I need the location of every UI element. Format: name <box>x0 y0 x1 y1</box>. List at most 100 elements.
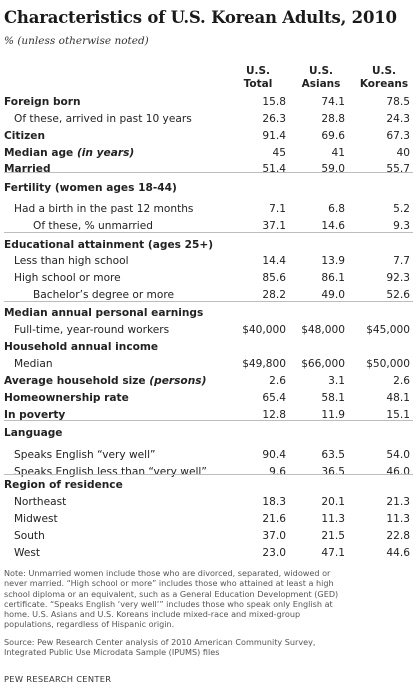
cell-value: 41 <box>331 147 345 159</box>
brand-name: PEW RESEARCH CENTER <box>4 674 112 684</box>
row-label: Married <box>4 163 51 175</box>
row-label: Educational attainment (ages 25+) <box>4 239 214 251</box>
cell-value: 2.6 <box>269 375 286 387</box>
table-row: Full-time, year-round workers $40,000 $48,… <box>0 322 419 338</box>
cell-value: 44.6 <box>386 547 410 559</box>
cell-value: 18.3 <box>262 496 286 508</box>
row-label: Language <box>4 427 63 439</box>
cell-value: 15.1 <box>386 409 410 421</box>
cell-value: 14.6 <box>321 220 345 232</box>
page-subtitle: % (unless otherwise noted) <box>4 35 149 47</box>
row-label: Median <box>14 358 53 370</box>
cell-value: 48.1 <box>386 392 410 404</box>
row-label: Median age (in years) <box>4 147 135 159</box>
cell-value: 63.5 <box>321 449 345 461</box>
cell-value: 91.4 <box>262 130 286 142</box>
cell-value: 92.3 <box>386 272 410 284</box>
section-divider <box>4 172 413 173</box>
table-row: Fertility (women ages 18-44) <box>0 180 419 196</box>
cell-value: 28.8 <box>321 113 345 125</box>
cell-value: $40,000 <box>242 324 286 336</box>
table-row: Language <box>0 425 419 441</box>
table-row: Household annual income <box>0 339 419 355</box>
cell-value: 5.2 <box>393 203 410 215</box>
table-row: Region of residence <box>0 477 419 493</box>
cell-value: $45,000 <box>366 324 410 336</box>
cell-value: 14.4 <box>262 255 286 267</box>
cell-value: 15.8 <box>262 96 286 108</box>
table-row: Foreign born 15.8 74.1 78.5 <box>0 94 419 110</box>
cell-value: 21.6 <box>262 513 286 525</box>
note-line: populations, regardless of Hispanic orig… <box>4 619 175 630</box>
cell-value: 65.4 <box>262 392 286 404</box>
cell-value: 85.6 <box>262 272 286 284</box>
cell-value: $48,000 <box>301 324 345 336</box>
table-row: Less than high school 14.4 13.9 7.7 <box>0 253 419 269</box>
row-label: West <box>14 547 41 559</box>
cell-value: 52.6 <box>386 289 410 301</box>
row-label: Speaks English “very well” <box>14 449 156 461</box>
note-line: certificate. “Speaks English ‘very well’… <box>4 598 333 609</box>
cell-value: 74.1 <box>321 96 345 108</box>
cell-value: $50,000 <box>366 358 410 370</box>
row-label: Of these, % unmarried <box>33 220 153 232</box>
table-row: Median annual personal earnings <box>0 305 419 321</box>
cell-value: 7.7 <box>393 255 410 267</box>
cell-value: 3.1 <box>328 375 345 387</box>
note-line: school diploma or an equivalent, such as… <box>4 588 339 599</box>
section-divider <box>4 420 413 421</box>
cell-value: 69.6 <box>321 130 345 142</box>
cell-value: 28.2 <box>262 289 286 301</box>
footnote: Note: Unmarried women include those who … <box>4 568 414 630</box>
cell-value: 20.1 <box>321 496 345 508</box>
row-label: Average household size (persons) <box>4 375 207 387</box>
cell-value: 46.0 <box>386 466 410 478</box>
row-label: Midwest <box>14 513 58 525</box>
row-label: Northeast <box>14 496 67 508</box>
table-row: Homeownership rate 65.4 58.1 48.1 <box>0 390 419 406</box>
cell-value: 13.9 <box>321 255 345 267</box>
cell-value: 11.3 <box>321 513 345 525</box>
page-title: Characteristics of U.S. Korean Adults, 2… <box>4 8 397 27</box>
cell-value: 40 <box>396 147 410 159</box>
cell-value: 12.8 <box>262 409 286 421</box>
cell-value: 11.3 <box>386 513 410 525</box>
row-label: Less than high school <box>14 255 129 267</box>
table-row: Speaks English “very well” 90.4 63.5 54.0 <box>0 447 419 463</box>
cell-value: 9.6 <box>269 466 286 478</box>
row-label: Citizen <box>4 130 45 142</box>
table-row: West 23.0 47.1 44.6 <box>0 545 419 561</box>
table-row: South 37.0 21.5 22.8 <box>0 528 419 544</box>
cell-value: 36.5 <box>321 466 345 478</box>
row-label: Speaks English less than “very well” <box>14 466 207 478</box>
cell-value: 7.1 <box>269 203 286 215</box>
cell-value: 9.3 <box>393 220 410 232</box>
table-row: Of these, % unmarried 37.1 14.6 9.3 <box>0 218 419 234</box>
row-label: Homeownership rate <box>4 392 129 404</box>
cell-value: 86.1 <box>321 272 345 284</box>
note-line: Note: Unmarried women include those who … <box>4 568 331 578</box>
cell-value: 23.0 <box>262 547 286 559</box>
row-label: Had a birth in the past 12 months <box>14 203 194 215</box>
cell-value: 2.6 <box>393 375 410 387</box>
note-line: Source: Pew Research Center analysis of … <box>4 637 316 647</box>
table-row: Citizen 91.4 69.6 67.3 <box>0 128 419 144</box>
row-label: Foreign born <box>4 96 81 108</box>
note-line: home. U.S. Asians and U.S. Koreans inclu… <box>4 609 301 620</box>
table-row: Educational attainment (ages 25+) <box>0 237 419 253</box>
cell-value: 22.8 <box>386 530 410 542</box>
cell-value: 54.0 <box>386 449 410 461</box>
row-label: Bachelor’s degree or more <box>33 289 174 301</box>
table-row: Had a birth in the past 12 months 7.1 6.8 5… <box>0 201 419 217</box>
note-line: never married. “High school or more” inc… <box>4 578 334 589</box>
cell-value: 21.3 <box>386 496 410 508</box>
section-divider <box>4 474 413 475</box>
table-row: Average household size (persons) 2.6 3.1 2.… <box>0 373 419 389</box>
table-row: Married 51.4 59.0 55.7 <box>0 161 419 177</box>
row-label: Household annual income <box>4 341 159 353</box>
section-divider <box>4 232 413 233</box>
column-header-1: U.S. Total <box>243 65 273 90</box>
column-header-2: U.S. Asians <box>301 65 341 90</box>
row-label: High school or more <box>14 272 121 284</box>
cell-value: 45 <box>272 147 286 159</box>
